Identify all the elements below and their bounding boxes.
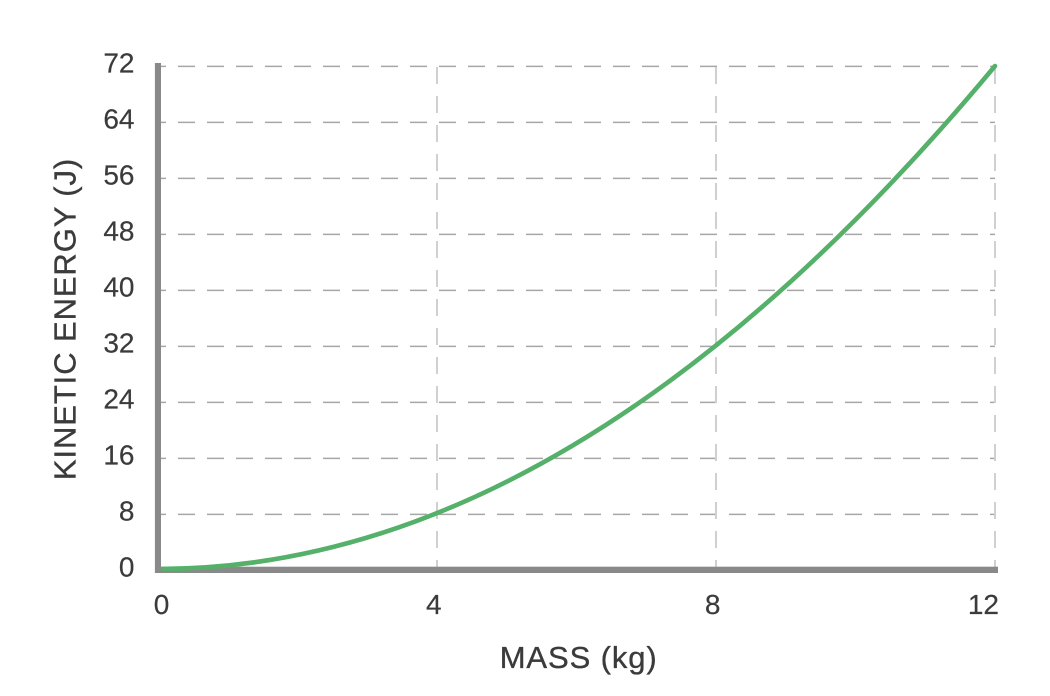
svg-text:32: 32: [103, 328, 134, 359]
svg-text:4: 4: [426, 589, 442, 620]
svg-text:8: 8: [119, 496, 135, 527]
svg-text:16: 16: [103, 440, 134, 471]
svg-text:0: 0: [154, 589, 170, 620]
svg-text:0: 0: [119, 552, 135, 583]
svg-text:12: 12: [968, 589, 999, 620]
svg-text:8: 8: [705, 589, 721, 620]
svg-text:24: 24: [103, 384, 134, 415]
svg-text:64: 64: [103, 104, 134, 135]
svg-text:40: 40: [103, 272, 134, 303]
svg-text:72: 72: [103, 48, 134, 79]
svg-text:56: 56: [103, 160, 134, 191]
svg-text:KINETIC ENERGY (J): KINETIC ENERGY (J): [48, 158, 83, 480]
svg-text:MASS (kg): MASS (kg): [500, 640, 658, 675]
svg-text:48: 48: [103, 216, 134, 247]
